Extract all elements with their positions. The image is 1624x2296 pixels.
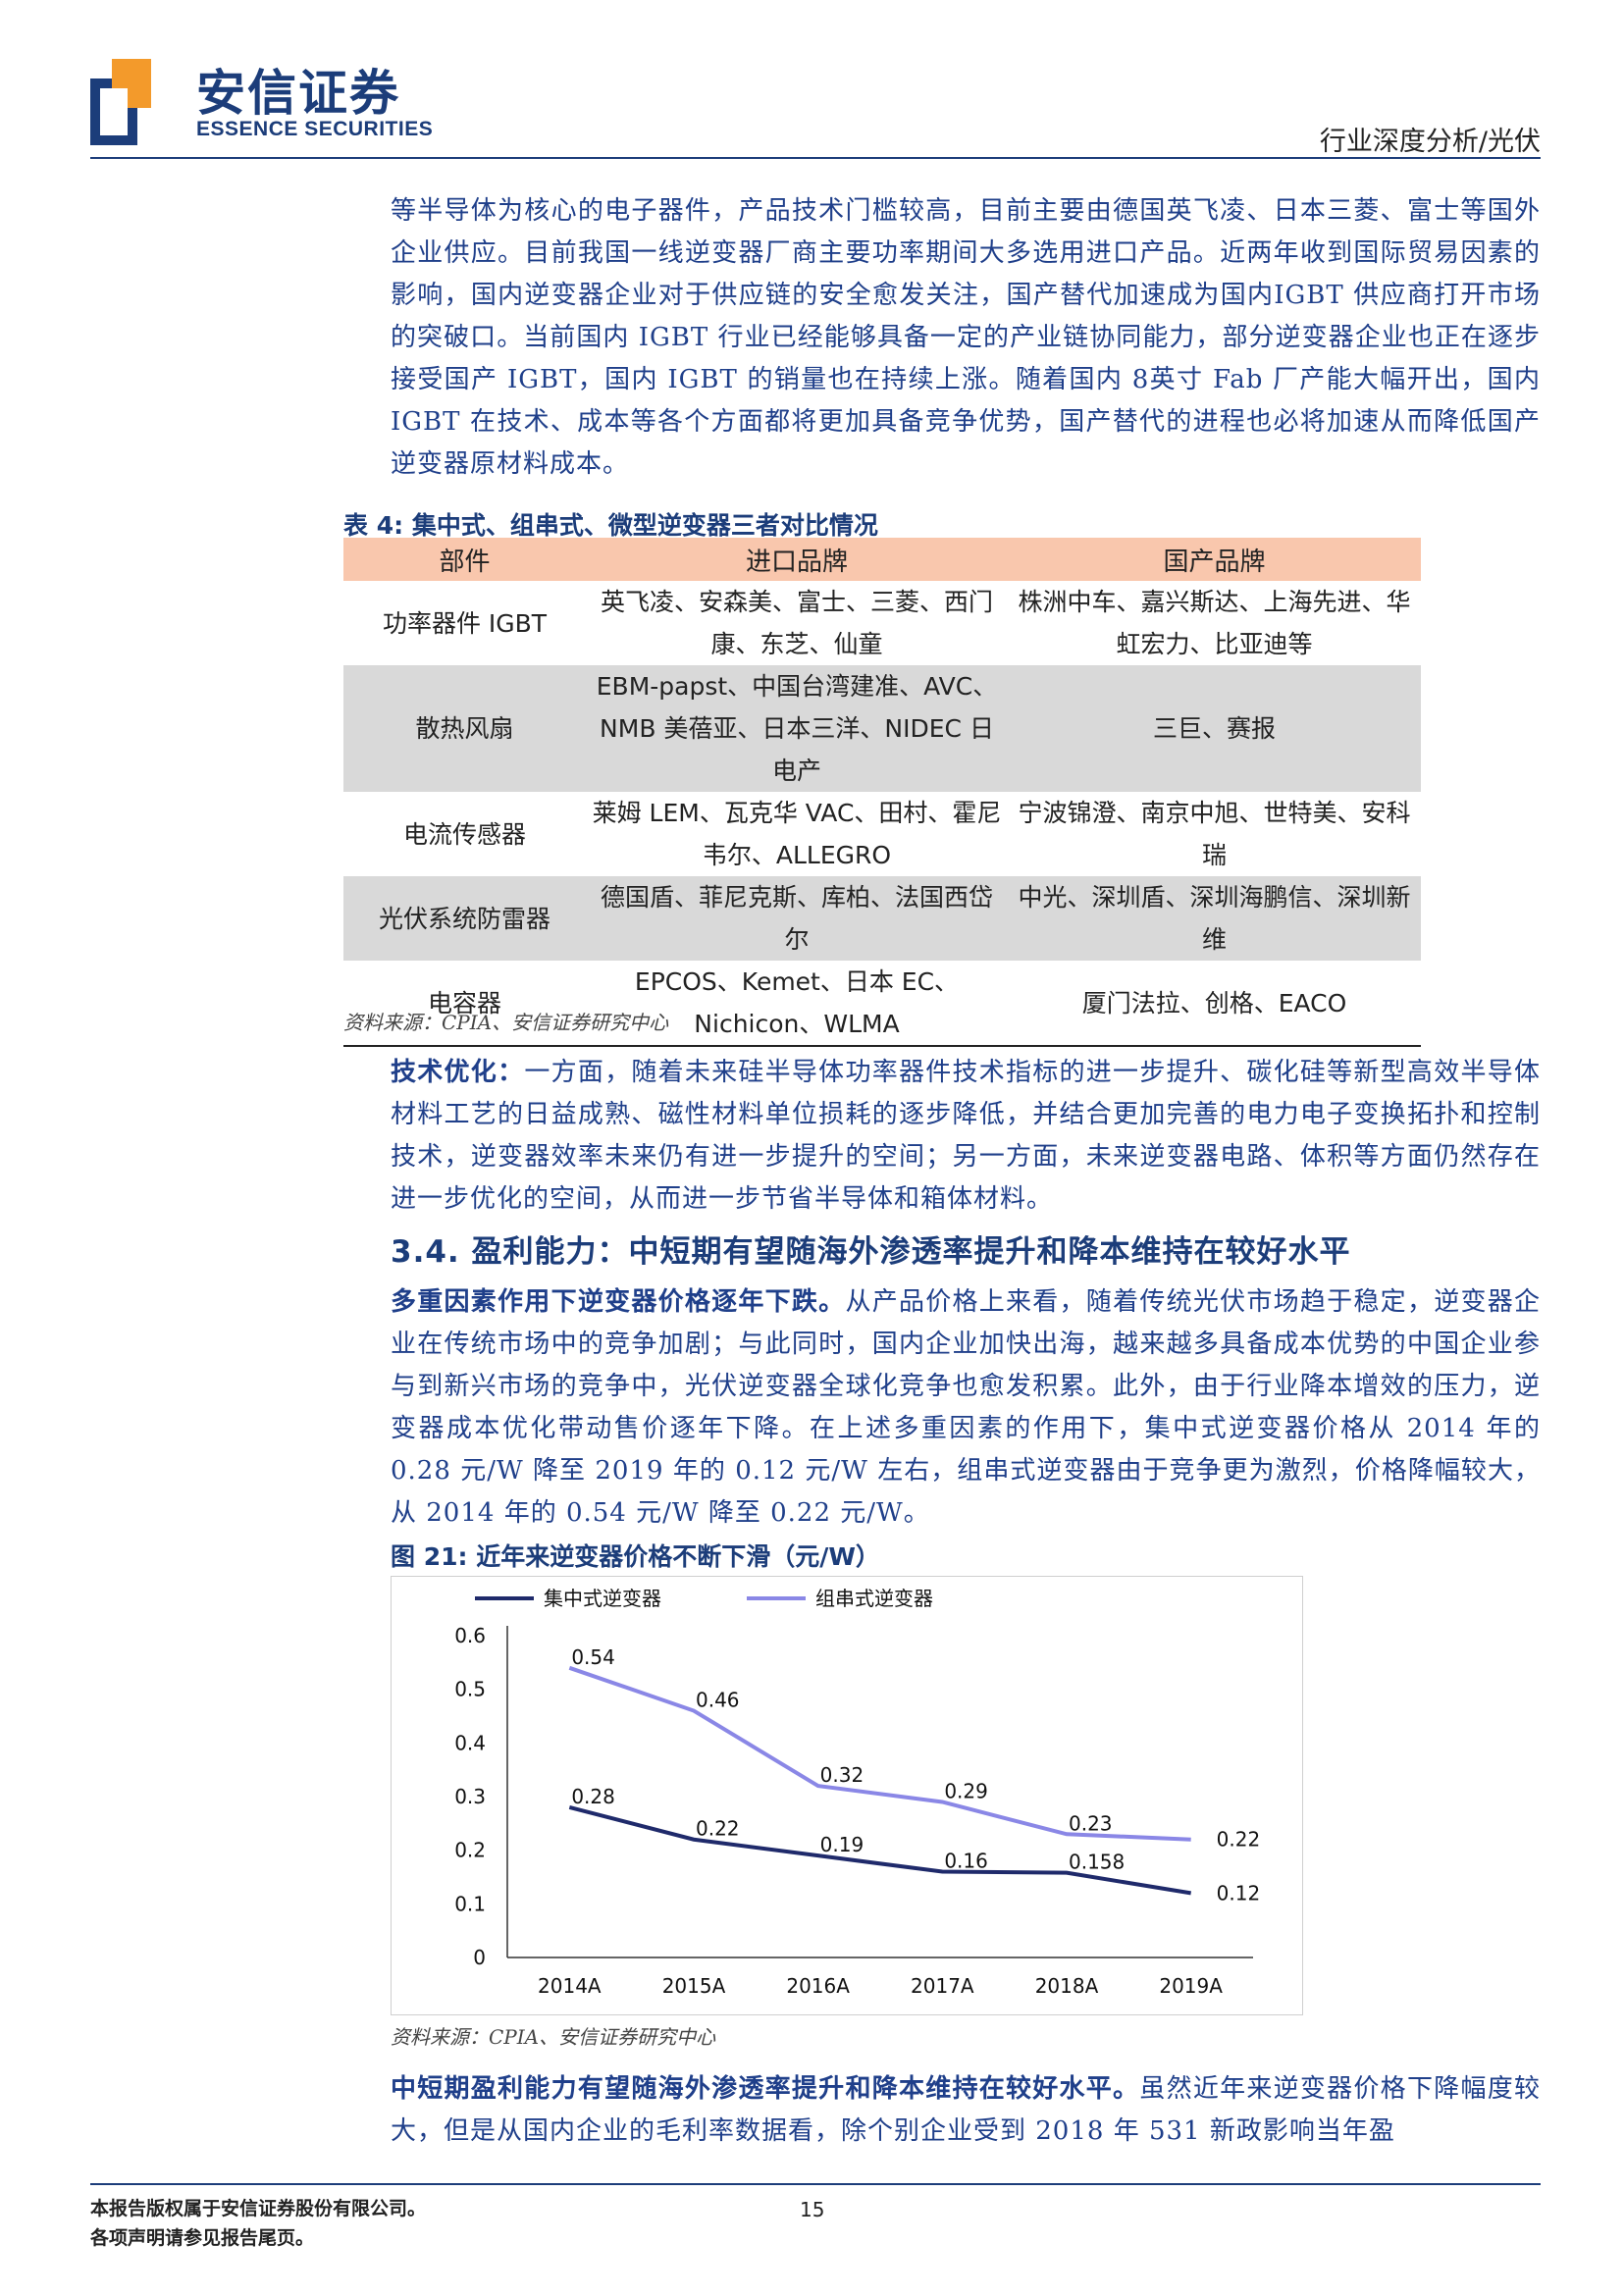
table-header-cell: 进口品牌	[586, 538, 1008, 581]
price-line-chart: 0 0.1 0.2 0.3 0.4 0.5 0.6 2014A 2015A 2016A 2017A 2…	[454, 1587, 1261, 1998]
table-row: 电流传感器 莱姆 LEM、瓦克华 VAC、田村、霍尼韦尔、ALLEGRO 宁波锦…	[343, 792, 1421, 876]
table-row: 功率器件 IGBT 英飞凌、安森美、富士、三菱、西门康、东芝、仙童 株洲中车、嘉…	[343, 581, 1421, 665]
series-line-2	[568, 1665, 1191, 1842]
price-paragraph: 多重因素作用下逆变器价格逐年下跌。从产品价格上来看，随着传统光伏市场趋于稳定，逆…	[391, 1281, 1541, 1535]
tech-paragraph-body: 一方面，随着未来硅半导体功率器件技术指标的进一步提升、碳化硅等新型高效半导体材料…	[391, 1058, 1541, 1214]
data-label: 0.23	[1069, 1811, 1113, 1835]
table-cell: 三巨、赛报	[1008, 665, 1421, 792]
price-paragraph-lead: 多重因素作用下逆变器价格逐年下跌。	[391, 1287, 846, 1317]
section-number: 3.4.	[391, 1234, 460, 1270]
table-cell: 中光、深圳盾、深圳海鹏信、深圳新维	[1008, 876, 1421, 961]
legend-label-1: 集中式逆变器	[544, 1587, 661, 1610]
price-chart-frame: 0 0.1 0.2 0.3 0.4 0.5 0.6 2014A 2015A 2016A 2017A 2…	[391, 1576, 1303, 2015]
y-tick-label: 0.6	[454, 1624, 486, 1647]
tech-paragraph-lead: 技术优化：	[391, 1058, 525, 1087]
y-tick-label: 0.4	[454, 1731, 486, 1754]
data-label: 0.46	[696, 1689, 740, 1712]
figure-caption: 图 21: 近年来逆变器价格不断下滑（元/W）	[391, 1538, 880, 1573]
logo-text-cn: 安信证券	[196, 65, 400, 122]
report-category: 行业深度分析/光伏	[1319, 127, 1541, 157]
header-divider	[90, 157, 1541, 159]
table-cell: 英飞凌、安森美、富士、三菱、西门康、东芝、仙童	[600, 588, 993, 658]
table-cell: EBM-papst、中国台湾建准、AVC、NMB 美蓓亚、日本三洋、NIDEC …	[586, 665, 1008, 792]
data-label: 0.19	[820, 1833, 864, 1856]
data-label: 0.158	[1069, 1851, 1125, 1874]
figure-source: 资料来源：CPIA、安信证券研究中心	[391, 2025, 716, 2049]
table-header-cell: 国产品牌	[1008, 538, 1421, 581]
closing-paragraph-body: 虽然近年来逆变器价格下降幅度较大，但是从国内企业的毛利率数据看，除个别企业受到 …	[391, 2074, 1541, 2146]
data-label: 0.54	[571, 1645, 615, 1669]
table-cell: EPCOS、Kemet、日本 EC、Nichicon、WLMA	[586, 961, 1008, 1047]
footer-copyright: 本报告版权属于安信证券股份有限公司。	[90, 2198, 427, 2219]
table-caption: 表 4: 集中式、组串式、微型逆变器三者对比情况	[343, 506, 878, 542]
data-label: 0.12	[1217, 1881, 1261, 1905]
table-cell: 莱姆 LEM、瓦克华 VAC、田村、霍尼韦尔、ALLEGRO	[592, 799, 1002, 869]
footer-divider	[90, 2183, 1541, 2185]
table-header-row: 部件 进口品牌 国产品牌	[343, 538, 1421, 581]
figure-caption-number: 图 21:	[391, 1542, 468, 1571]
y-tick-label: 0.1	[454, 1892, 486, 1915]
y-tick-label: 0	[473, 1946, 486, 1969]
figure-caption-text: 近年来逆变器价格不断下滑（元/W）	[476, 1542, 880, 1571]
data-label: 0.32	[820, 1763, 864, 1787]
table-caption-number: 表 4:	[343, 511, 404, 540]
intro-paragraph: 等半导体为核心的电子器件，产品技术门槛较高，目前主要由德国英飞凌、日本三菱、富士…	[391, 196, 1541, 479]
section-heading: 3.4. 盈利能力：中短期有望随海外渗透率提升和降本维持在较好水平	[391, 1226, 1351, 1271]
x-tick-label: 2016A	[786, 1974, 850, 1998]
table-row: 光伏系统防雷器 德国盾、菲尼克斯、库柏、法国西岱尔 中光、深圳盾、深圳海鹏信、深…	[343, 876, 1421, 961]
footer-disclaimer: 各项声明请参见报告尾页。	[90, 2227, 315, 2249]
price-paragraph-body: 从产品价格上来看，随着传统光伏市场趋于稳定，逆变器企业在传统市场中的竞争加剧；与…	[391, 1287, 1541, 1528]
table-caption-text: 集中式、组串式、微型逆变器三者对比情况	[411, 511, 878, 540]
x-tick-label: 2015A	[662, 1974, 726, 1998]
table-source: 资料来源：CPIA、安信证券研究中心	[343, 1011, 669, 1034]
comparison-table: 部件 进口品牌 国产品牌 功率器件 IGBT 英飞凌、安森美、富士、三菱、西门康…	[343, 538, 1421, 1047]
closing-paragraph-lead: 中短期盈利能力有望随海外渗透率提升和降本维持在较好水平。	[391, 2074, 1140, 2104]
table-cell: 厦门法拉、创格、EACO	[1008, 961, 1421, 1047]
page-number: 15	[800, 2198, 825, 2221]
closing-paragraph: 中短期盈利能力有望随海外渗透率提升和降本维持在较好水平。虽然近年来逆变器价格下降…	[391, 2068, 1541, 2153]
series-line-1	[568, 1804, 1191, 1896]
section-title: 盈利能力：中短期有望随海外渗透率提升和降本维持在较好水平	[471, 1234, 1351, 1270]
legend-label-2: 组串式逆变器	[815, 1587, 933, 1610]
table-cell: 株洲中车、嘉兴斯达、上海先进、华虹宏力、比亚迪等	[1018, 588, 1411, 658]
data-label: 0.16	[944, 1850, 988, 1873]
table-cell: 宁波锦澄、南京中旭、世特美、安科瑞	[1018, 799, 1411, 869]
data-label: 0.22	[696, 1817, 740, 1841]
y-tick-label: 0.3	[454, 1785, 486, 1808]
data-label: 0.29	[944, 1779, 988, 1802]
y-tick-label: 0.2	[454, 1839, 486, 1862]
data-label: 0.22	[1217, 1828, 1261, 1852]
table-cell: 功率器件 IGBT	[382, 608, 548, 638]
tech-paragraph: 技术优化：一方面，随着未来硅半导体功率器件技术指标的进一步提升、碳化硅等新型高效…	[391, 1052, 1541, 1221]
table-header-cell: 部件	[343, 538, 586, 581]
table-cell: 电容器	[343, 961, 586, 1047]
table-row: 散热风扇 EBM-papst、中国台湾建准、AVC、NMB 美蓓亚、日本三洋、N…	[343, 665, 1421, 792]
x-tick-label: 2014A	[538, 1974, 602, 1998]
logo-text-en: ESSENCE SECURITIES	[196, 118, 434, 140]
table-cell: 散热风扇	[343, 665, 586, 792]
table-row: 电容器 EPCOS、Kemet、日本 EC、Nichicon、WLMA 厦门法拉…	[343, 961, 1421, 1047]
data-label: 0.28	[571, 1785, 615, 1808]
x-tick-label: 2017A	[911, 1974, 974, 1998]
logo-icon	[90, 59, 151, 145]
y-tick-label: 0.5	[454, 1678, 486, 1701]
table-cell: 光伏系统防雷器	[343, 876, 586, 961]
x-tick-label: 2018A	[1035, 1974, 1099, 1998]
table-cell: 德国盾、菲尼克斯、库柏、法国西岱尔	[586, 876, 1008, 961]
table-cell: 电流传感器	[402, 819, 526, 849]
x-tick-label: 2019A	[1159, 1974, 1223, 1998]
